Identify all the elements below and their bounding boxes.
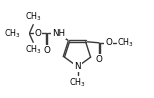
- Text: CH$_3$: CH$_3$: [4, 27, 20, 40]
- Text: O: O: [105, 38, 112, 47]
- Text: O: O: [35, 29, 42, 38]
- Text: CH$_3$: CH$_3$: [25, 44, 42, 56]
- Text: NH: NH: [52, 29, 65, 38]
- Text: O: O: [44, 46, 50, 55]
- Text: O: O: [95, 55, 102, 64]
- Text: N: N: [74, 62, 81, 71]
- Text: CH$_3$: CH$_3$: [25, 11, 42, 23]
- Text: CH$_3$: CH$_3$: [117, 37, 134, 49]
- Text: CH$_3$: CH$_3$: [69, 77, 86, 89]
